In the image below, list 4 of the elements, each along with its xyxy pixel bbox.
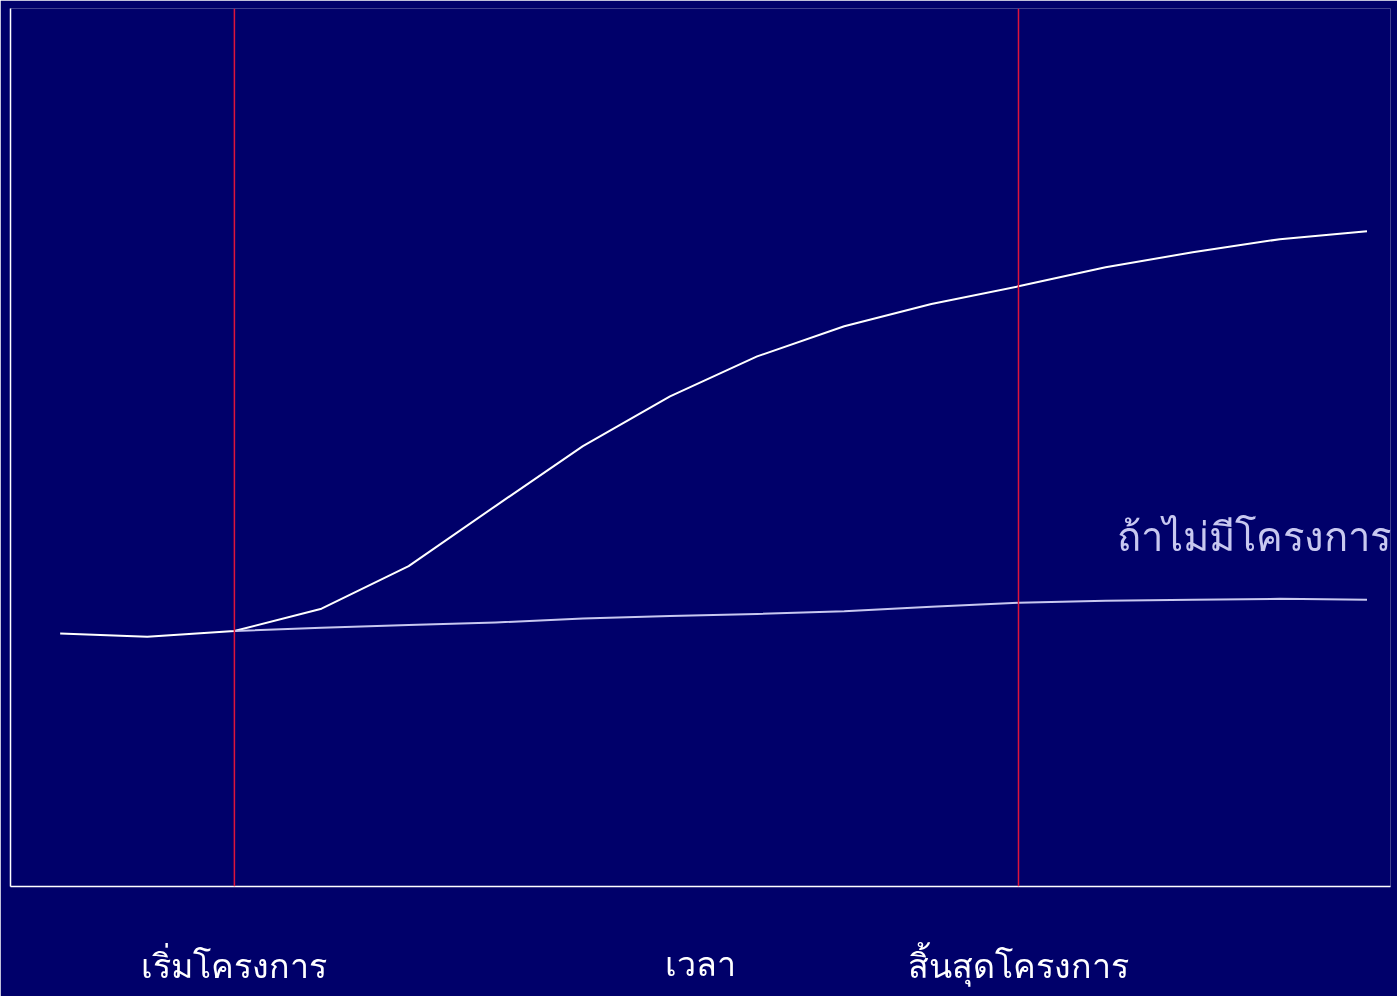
- x-tick-label: เริ่มโครงการ: [141, 942, 328, 985]
- x-tick-label: สิ้นสุดโครงการ: [907, 941, 1129, 987]
- x-axis-title: เวลา: [665, 945, 736, 983]
- series-label: ถ้าไม่มีโครงการ: [1116, 514, 1391, 560]
